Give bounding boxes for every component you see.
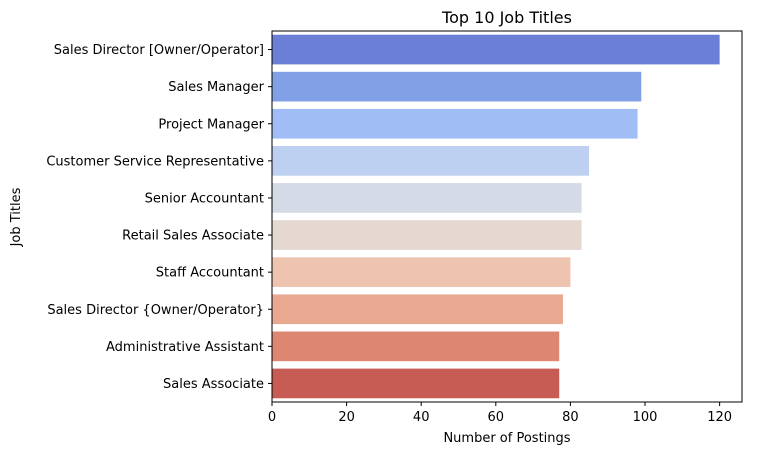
chart-title: Top 10 Job Titles (441, 8, 572, 27)
plot-frame (271, 30, 743, 403)
bar (272, 257, 571, 287)
bar (272, 108, 638, 139)
x-axis-ticks: 0 20 40 60 80 100 120 (268, 402, 732, 425)
y-category-label: Project Manager (158, 117, 264, 132)
x-tick-label: 40 (413, 410, 430, 425)
bar (272, 71, 642, 102)
bars-layer (272, 34, 720, 399)
bar (272, 294, 563, 325)
y-category-label: Administrative Assistant (106, 340, 264, 355)
x-tick-label: 20 (338, 410, 355, 425)
y-category-label: Customer Service Representative (46, 154, 264, 169)
x-tick-label: 60 (488, 410, 505, 425)
y-category-label: Sales Associate (163, 377, 264, 392)
y-category-label: Retail Sales Associate (122, 229, 264, 244)
x-tick-label: 100 (633, 410, 658, 425)
y-category-label: Staff Accountant (156, 266, 264, 281)
y-category-label: Sales Director [Owner/Operator] (54, 43, 264, 58)
bar (272, 220, 582, 250)
x-tick-label: 0 (268, 410, 276, 425)
x-axis-label: Number of Postings (443, 431, 570, 446)
bar (272, 368, 560, 399)
axis-spines (271, 30, 743, 403)
bar (272, 34, 720, 65)
y-axis-label: Job Titles (9, 187, 24, 247)
y-category-label: Sales Manager (168, 80, 264, 95)
bar (272, 183, 582, 213)
x-tick-label: 80 (562, 410, 579, 425)
y-category-label: Senior Accountant (145, 191, 264, 206)
y-category-labels: Sales Director [Owner/Operator] Sales Man… (46, 43, 272, 392)
bar (272, 146, 590, 176)
x-tick-label: 120 (707, 410, 732, 425)
bar (272, 331, 560, 362)
y-category-label: Sales Director {Owner/Operator} (47, 303, 264, 318)
